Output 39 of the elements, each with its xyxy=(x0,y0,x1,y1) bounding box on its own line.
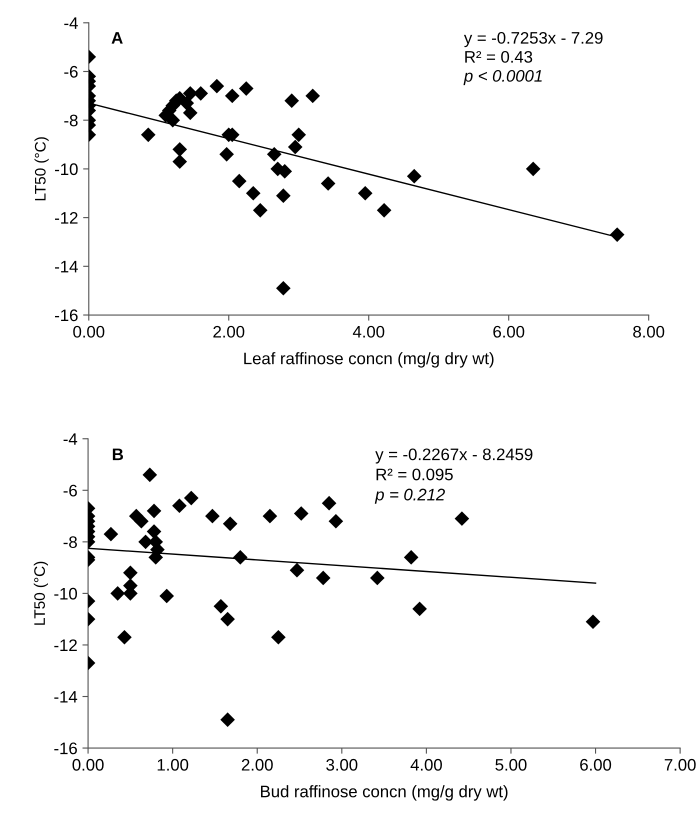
x-tick-label: 8.00 xyxy=(633,326,664,338)
x-tick-label: 6.00 xyxy=(493,326,524,338)
x-tick-label: 3.00 xyxy=(326,758,358,771)
annotation: p = 0.212 xyxy=(374,488,445,504)
annotation: y = -0.7253x - 7.29 xyxy=(464,32,603,48)
y-tick-label: -16 xyxy=(54,742,77,754)
x-tick-label: 0.00 xyxy=(73,326,104,338)
annotation: R² = 0.43 xyxy=(465,50,532,63)
x-tick-label: 6.00 xyxy=(580,758,612,771)
annotation: y = -0.2267x - 8.2459 xyxy=(375,448,532,464)
y-tick-label: -10 xyxy=(54,588,78,600)
x-tick-label: 2.00 xyxy=(242,758,273,771)
annotation: R² = 0.095 xyxy=(376,468,453,480)
x-tick-label: 5.00 xyxy=(495,758,527,771)
y-tick-label: -4 xyxy=(64,433,78,445)
y-tick-label: -14 xyxy=(54,691,78,703)
chart-title: B xyxy=(112,448,124,460)
y-tick-label: -12 xyxy=(54,639,77,651)
chart-title: A xyxy=(112,32,123,44)
x-tick-label: 2.00 xyxy=(213,326,244,338)
y-tick-label: -10 xyxy=(55,163,78,176)
y-tick-label: -8 xyxy=(64,114,78,126)
y-tick-label: -14 xyxy=(55,260,78,272)
annotation: p < 0.0001 xyxy=(463,70,542,86)
x-tick-label: 0.00 xyxy=(72,758,104,771)
x-axis-title: Bud raffinose concn (mg/g dry wt) xyxy=(261,785,508,801)
y-tick-label: -6 xyxy=(64,484,77,496)
x-tick-label: 7.00 xyxy=(664,758,696,771)
x-tick-label: 4.00 xyxy=(352,326,384,338)
y-tick-label: -16 xyxy=(55,309,78,322)
y-tick-label: -4 xyxy=(64,17,78,29)
y-axis-title: LT50 (°C) xyxy=(34,562,48,625)
y-tick-label: -12 xyxy=(55,212,78,224)
y-tick-label: -6 xyxy=(64,66,78,78)
x-axis-title: Leaf raffinose concn (mg/g dry wt) xyxy=(244,352,494,368)
x-tick-label: 1.00 xyxy=(158,758,188,771)
y-axis-title: LT50 (°C) xyxy=(34,137,49,200)
y-tick-label: -8 xyxy=(64,536,77,548)
x-tick-label: 4.00 xyxy=(410,758,442,771)
